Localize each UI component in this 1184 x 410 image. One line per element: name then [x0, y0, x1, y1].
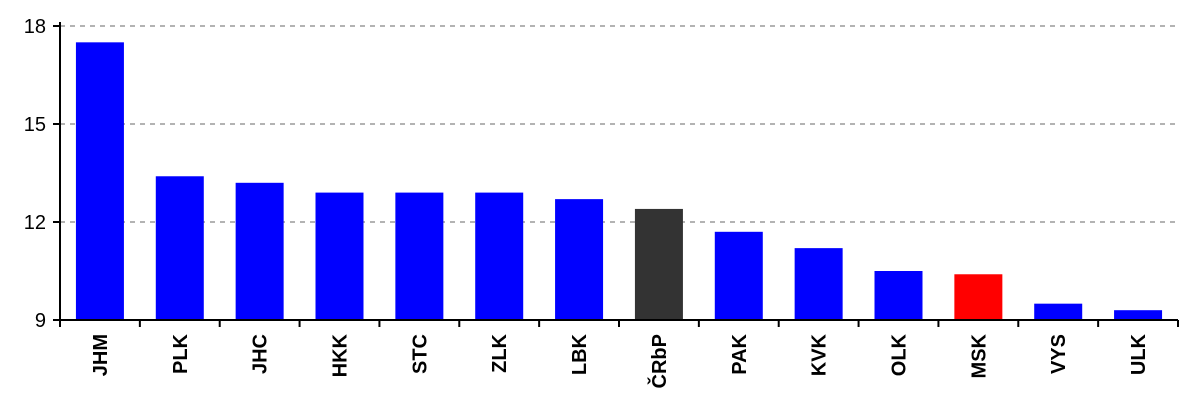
bars: [75, 42, 1163, 320]
x-category-label: LBK: [569, 333, 591, 375]
x-category-label: ULK: [1128, 333, 1150, 375]
bar-črbp: [634, 208, 683, 320]
x-category-label: ČRbP: [647, 334, 671, 388]
bar-zlk: [475, 192, 524, 320]
x-category-label: PAK: [729, 333, 751, 374]
bar-olk: [874, 271, 923, 320]
x-category-label: HKK: [330, 333, 352, 377]
y-tick-label: 12: [24, 212, 46, 234]
x-category-label: JHC: [250, 334, 272, 374]
bar-jhm: [75, 42, 124, 320]
bar-ulk: [1114, 310, 1163, 320]
bar-stc: [395, 192, 444, 320]
bar-lbk: [555, 199, 604, 320]
x-category-label: MSK: [968, 333, 990, 378]
bar-vys: [1034, 303, 1083, 320]
bar-plk: [155, 176, 204, 320]
axes: [53, 22, 1179, 327]
labels: 9 12 15 18 JHM PLK JHC HKK STC ZLK LBK ČRbP PAK KVK OL…: [24, 16, 1150, 388]
bar-kvk: [794, 248, 843, 320]
y-tick-label: 9: [35, 310, 46, 332]
bar-hkk: [315, 192, 364, 320]
x-category-label: STC: [409, 334, 431, 374]
bar-msk: [954, 274, 1003, 320]
bar-pak: [714, 231, 763, 320]
y-tick-label: 15: [24, 114, 46, 136]
x-category-label: ZLK: [489, 333, 511, 372]
x-category-label: OLK: [889, 333, 911, 376]
x-category-label: JHM: [90, 334, 112, 376]
gridlines: [60, 25, 1178, 223]
x-category-label: VYS: [1048, 334, 1070, 374]
y-tick-label: 18: [24, 16, 46, 38]
x-category-label: KVK: [809, 333, 831, 376]
x-category-label: PLK: [170, 333, 192, 374]
bar-jhc: [235, 182, 284, 320]
